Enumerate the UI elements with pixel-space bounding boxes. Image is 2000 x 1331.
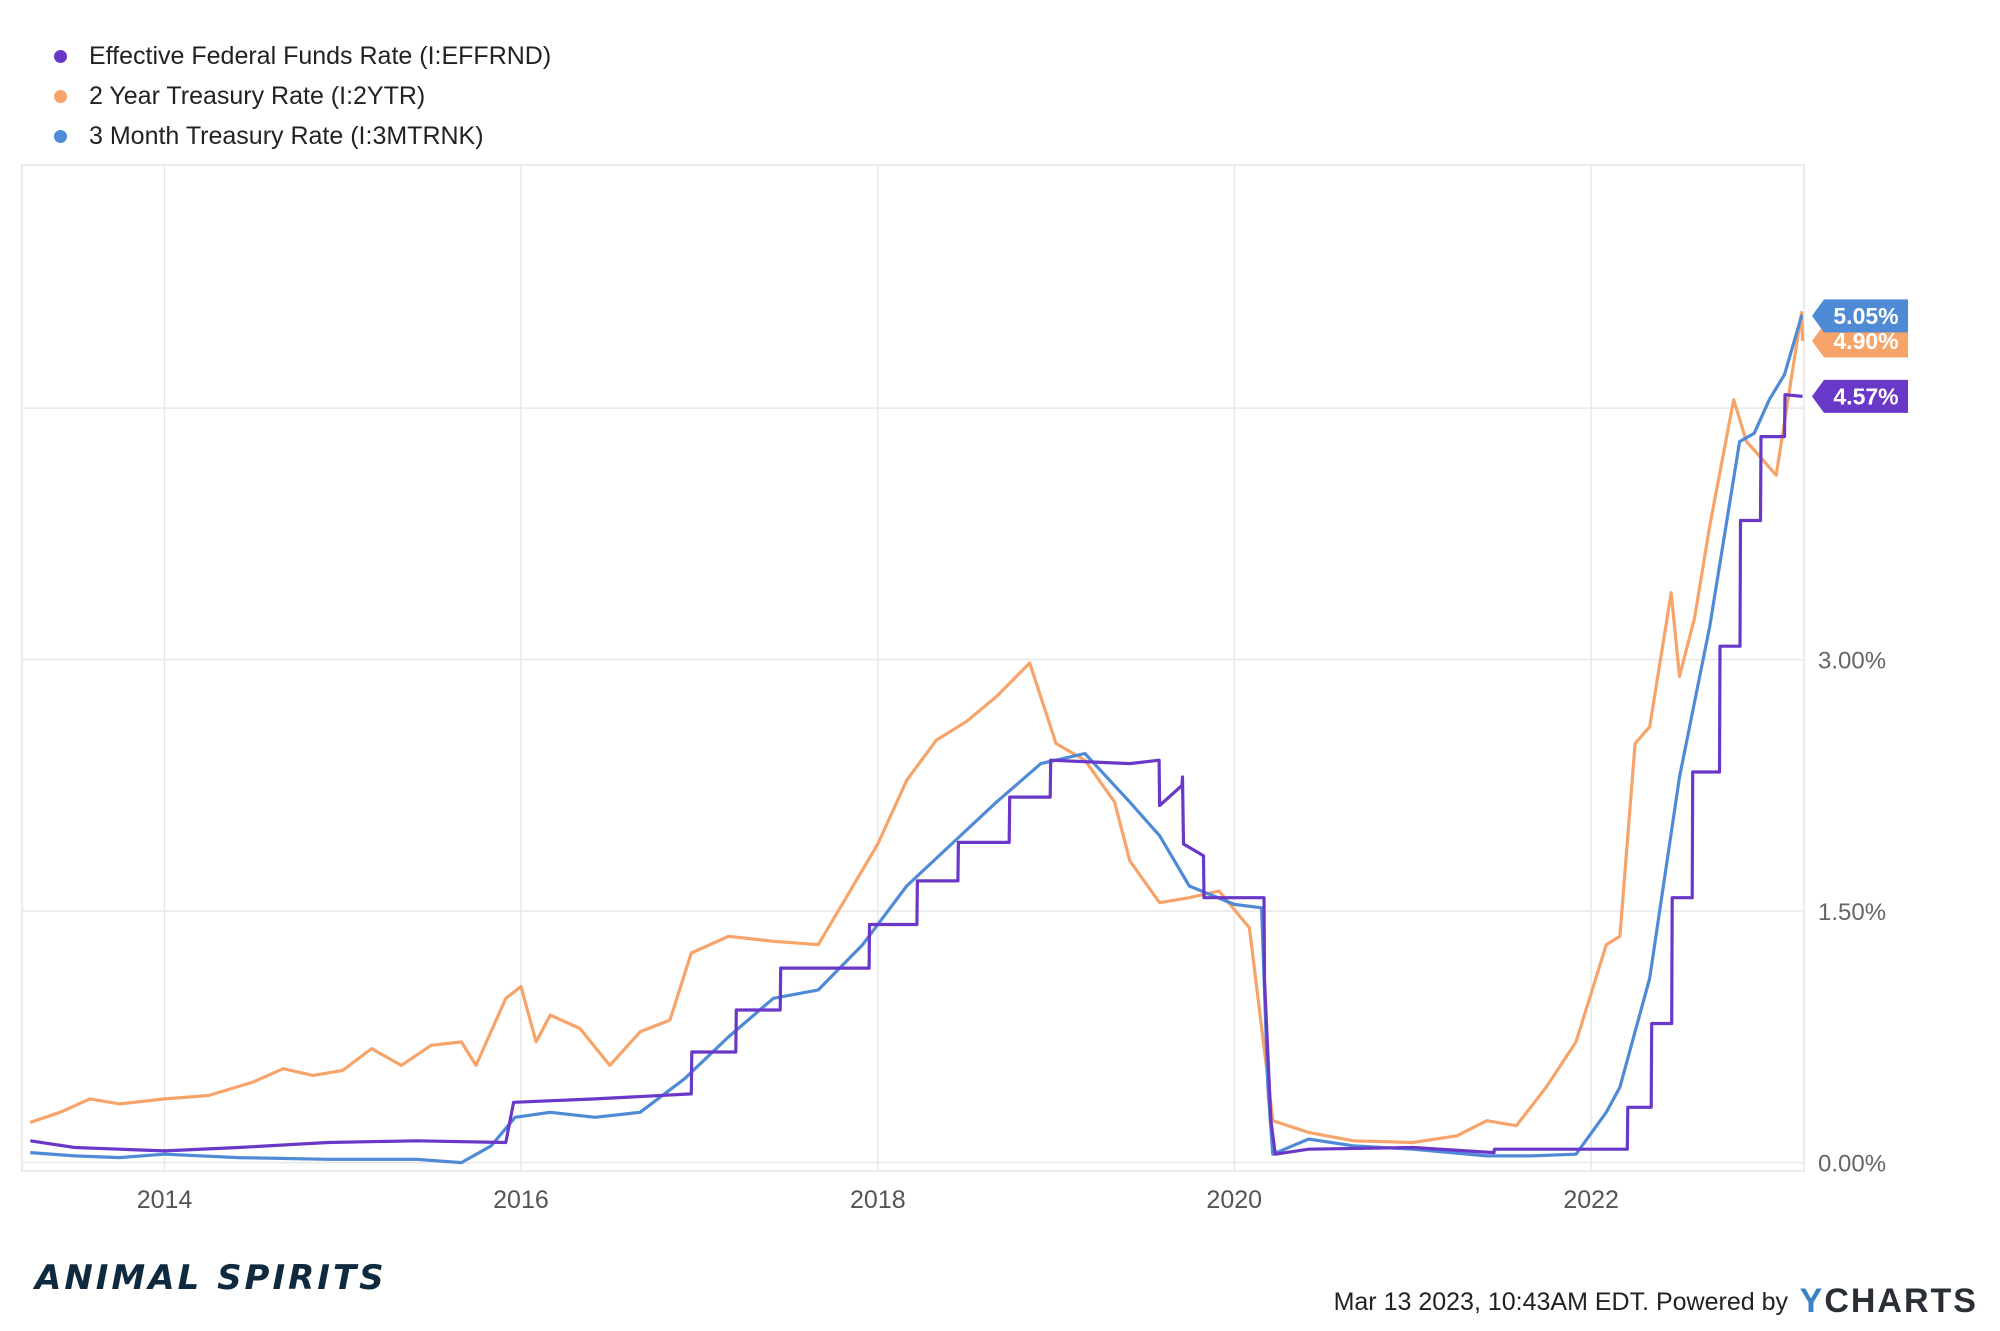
y-tick-label: 3.00% — [1818, 648, 1886, 675]
ycharts-logo[interactable]: YCHARTS — [1800, 1282, 1978, 1321]
ycharts-logo-y: Y — [1799, 1282, 1825, 1320]
y-tick-label: 0.00% — [1818, 1151, 1886, 1178]
ycharts-logo-text: CHARTS — [1824, 1282, 1978, 1320]
x-tick-label: 2014 — [137, 1186, 193, 1214]
legend-item-effective-federal-funds-rate[interactable]: Effective Federal Funds Rate (I:EFFRND) — [50, 36, 551, 76]
line-2-year-treasury-rate[interactable] — [29, 310, 1805, 1145]
x-tick-label: 2020 — [1206, 1186, 1262, 1214]
legend-marker-icon — [54, 49, 67, 63]
y-tick-label: 1.50% — [1818, 899, 1886, 926]
grid — [22, 165, 1804, 1171]
line-3-month-treasury-rate[interactable] — [30, 314, 1804, 1165]
line-effective-federal-funds-rate[interactable] — [30, 393, 1803, 1156]
legend-item-3-month-treasury-rate[interactable]: 3 Month Treasury Rate (I:3MTRNK) — [50, 116, 551, 156]
legend-label: 3 Month Treasury Rate (I:3MTRNK) — [89, 121, 484, 150]
last-value-badges: 4.57%4.90%5.05% — [1812, 299, 1908, 413]
series-lines — [29, 310, 1805, 1165]
x-tick-label: 2018 — [850, 1186, 906, 1214]
x-tick-label: 2016 — [493, 1186, 549, 1214]
legend-item-2-year-treasury-rate[interactable]: 2 Year Treasury Rate (I:2YTR) — [50, 76, 551, 116]
badge-3-month-treasury-rate: 5.05% — [1812, 299, 1908, 333]
legend-marker-icon — [54, 129, 67, 143]
legend-label: Effective Federal Funds Rate (I:EFFRND) — [89, 41, 552, 70]
badge-effective-federal-funds-rate: 4.57% — [1812, 379, 1908, 413]
legend-label: 2 Year Treasury Rate (I:2YTR) — [89, 81, 426, 110]
legend-marker-icon — [54, 89, 67, 103]
x-tick-label: 2022 — [1563, 1186, 1619, 1214]
legend: Effective Federal Funds Rate (I:EFFRND) … — [50, 36, 551, 156]
axis-ticks: 0.00% 1.50% 3.00% 2014 2016 2018 2020 2022 — [137, 648, 1886, 1214]
animal-spirits-logo: ANIMAL SPIRITS — [35, 1258, 387, 1298]
plot-area — [21, 164, 1805, 1172]
badge-label: 4.57% — [1833, 383, 1898, 409]
timestamp-text: Mar 13 2023, 10:43AM EDT. Powered by — [1333, 1288, 1788, 1316]
badge-label: 5.05% — [1833, 303, 1898, 329]
